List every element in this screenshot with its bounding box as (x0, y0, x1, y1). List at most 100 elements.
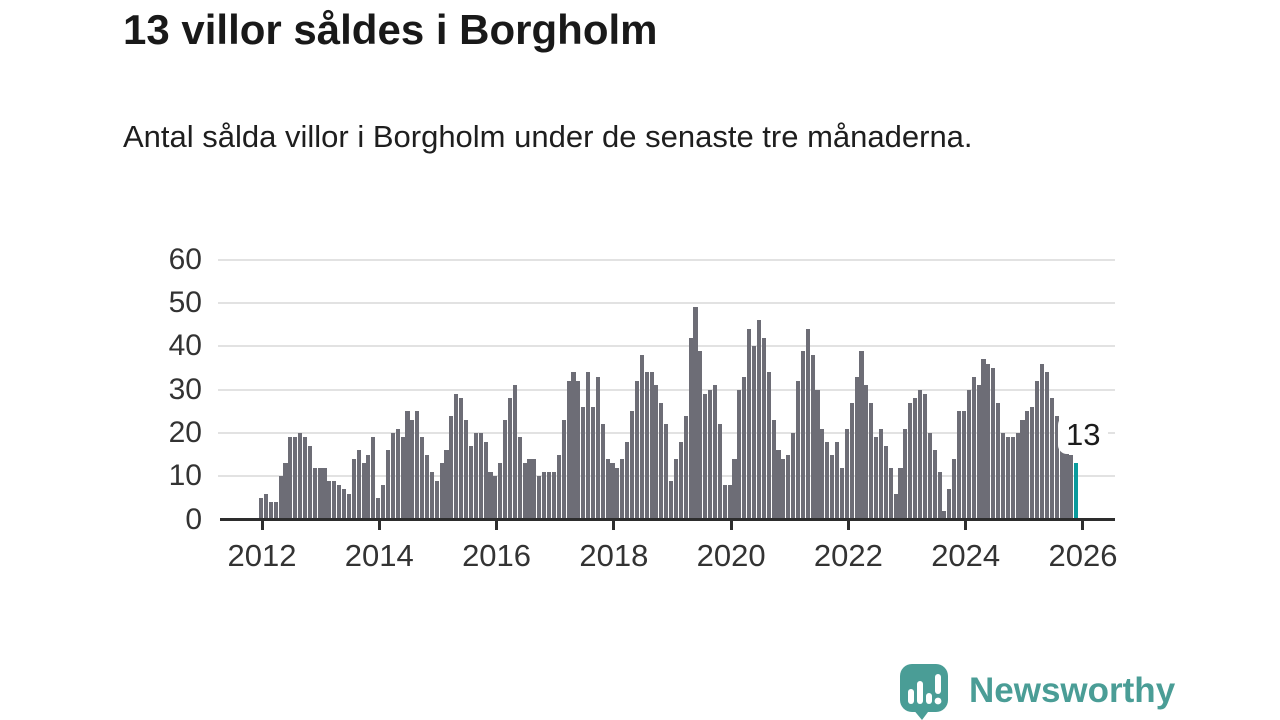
x-axis-tick-label: 2014 (344, 538, 414, 573)
bar (610, 463, 615, 520)
bar (415, 411, 420, 520)
bar (1054, 415, 1059, 520)
bar (1015, 432, 1020, 520)
bar (395, 428, 400, 520)
bar (400, 437, 405, 520)
bar (883, 445, 888, 520)
bar (976, 385, 981, 520)
bar (527, 458, 532, 520)
bar (747, 328, 752, 520)
bar (937, 471, 942, 520)
bar (376, 497, 381, 520)
bar (961, 411, 966, 520)
x-axis-tick-label: 2024 (931, 538, 1001, 573)
bar (532, 458, 537, 520)
bar (547, 471, 552, 520)
last-value-label: 13 (1058, 416, 1109, 454)
bar (766, 372, 771, 520)
branding-footer: Newsworthy (897, 662, 1175, 720)
bar (420, 437, 425, 520)
bar (312, 467, 317, 520)
x-axis-tick-label: 2016 (462, 538, 532, 573)
gridline (218, 301, 1115, 304)
bar (957, 411, 962, 520)
bar (742, 376, 747, 520)
bar (727, 484, 732, 520)
bar (693, 307, 698, 520)
bar (410, 419, 415, 520)
bar (654, 385, 659, 520)
bar (263, 493, 268, 520)
bar (366, 454, 371, 520)
newsworthy-logo-icon (900, 664, 948, 720)
bar (800, 350, 805, 520)
bar (371, 437, 376, 520)
gridline (218, 258, 1115, 261)
bar (405, 411, 410, 520)
bar (830, 454, 835, 520)
bar (893, 493, 898, 520)
bar (571, 372, 576, 520)
x-axis-tick (964, 521, 968, 530)
bar (708, 389, 713, 520)
bar (459, 398, 464, 520)
bar (512, 385, 517, 520)
bar (732, 458, 737, 520)
bar (820, 428, 825, 520)
bar (268, 502, 273, 520)
bar (473, 432, 478, 520)
x-axis-tick (729, 521, 733, 530)
bar (332, 480, 337, 520)
bar (1030, 406, 1035, 520)
bar (503, 419, 508, 520)
bar (649, 372, 654, 520)
bar (322, 467, 327, 520)
bar (278, 476, 283, 520)
bar (825, 441, 830, 520)
bar (483, 441, 488, 520)
bar (629, 411, 635, 520)
bar (634, 380, 639, 520)
bar (888, 467, 893, 520)
bar (771, 419, 776, 520)
bar (595, 376, 600, 520)
bar (424, 454, 430, 520)
y-axis-tick-label: 10 (168, 459, 202, 493)
bar (776, 450, 781, 520)
bar (390, 432, 395, 520)
bar (1010, 437, 1015, 520)
bar (986, 363, 991, 520)
bar (756, 320, 761, 520)
y-axis-tick-label: 60 (168, 242, 202, 276)
y-axis-tick-label: 30 (168, 372, 202, 406)
bar (288, 437, 293, 520)
bar (815, 389, 820, 520)
bar (1040, 363, 1045, 520)
y-axis-tick-label: 40 (168, 329, 202, 363)
bar (444, 450, 449, 520)
bar (1044, 372, 1049, 520)
bar (1064, 445, 1069, 520)
page-title: 13 villor såldes i Borgholm (123, 6, 658, 53)
bar (1069, 454, 1074, 520)
bar (1000, 432, 1006, 520)
x-axis-tick (377, 521, 381, 530)
y-axis-tick-label: 0 (185, 502, 202, 536)
y-axis-tick-label: 20 (168, 415, 202, 449)
y-axis-tick-label: 50 (168, 285, 202, 319)
bar (878, 428, 884, 520)
bar (639, 354, 644, 520)
bar (805, 328, 810, 520)
bar (947, 489, 952, 520)
bar (849, 402, 854, 520)
bar (283, 463, 288, 520)
bar (786, 454, 791, 520)
bar (683, 415, 688, 520)
bar (302, 437, 308, 520)
bar (664, 424, 669, 520)
chart-subtitle: Antal sålda villor i Borgholm under de s… (123, 119, 973, 154)
x-axis-line (220, 518, 1115, 521)
bar (307, 445, 312, 520)
bar (903, 428, 908, 520)
